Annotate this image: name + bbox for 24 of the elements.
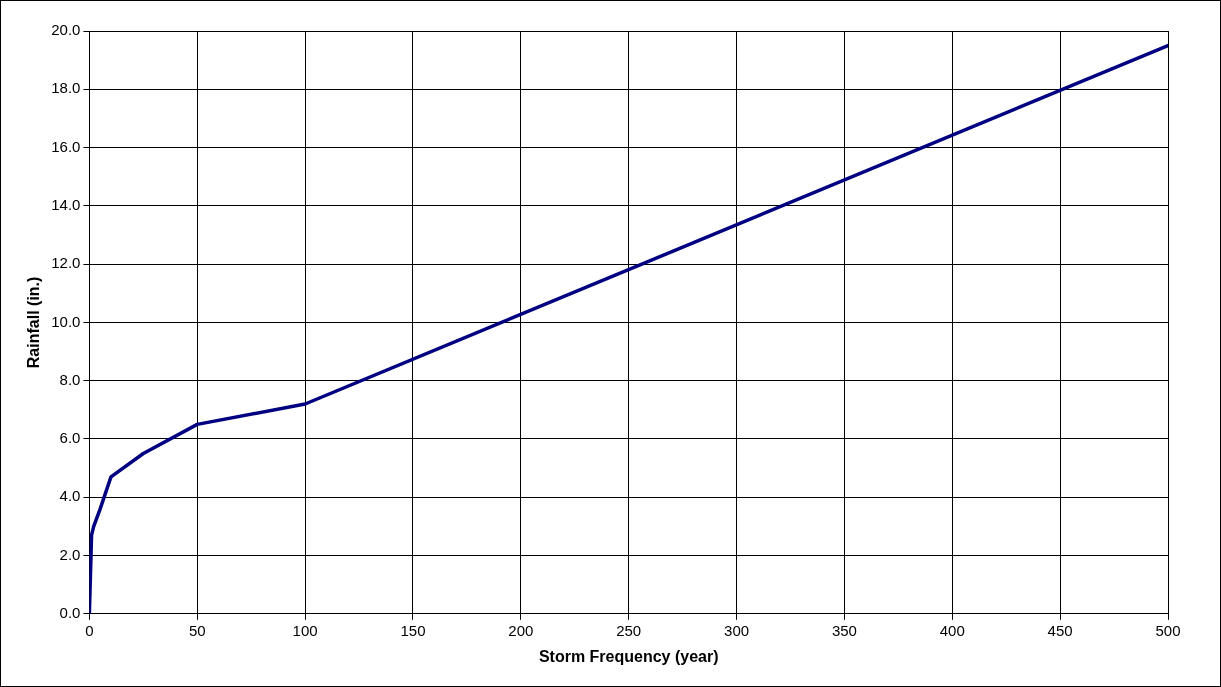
x-axis-title: Storm Frequency (year) bbox=[538, 647, 719, 665]
y-tick-label: 6.0 bbox=[59, 429, 81, 447]
x-tick-label: 400 bbox=[939, 621, 965, 639]
x-tick-label: 350 bbox=[831, 621, 857, 639]
y-tick-label: 18.0 bbox=[51, 79, 81, 97]
x-tick-label: 250 bbox=[616, 621, 642, 639]
y-tick-label: 12.0 bbox=[51, 254, 81, 272]
y-tick-label: 8.0 bbox=[59, 370, 81, 388]
x-tick-label: 150 bbox=[400, 621, 426, 639]
y-tick-label: 14.0 bbox=[51, 195, 81, 213]
x-tick-label: 500 bbox=[1155, 621, 1181, 639]
x-tick-label: 300 bbox=[724, 621, 750, 639]
x-tick-label: 100 bbox=[292, 621, 318, 639]
x-tick-label: 0 bbox=[85, 621, 94, 639]
x-tick-label: 450 bbox=[1047, 621, 1073, 639]
y-axis-title: Rainfall (in.) bbox=[25, 276, 43, 369]
x-tick-label: 200 bbox=[508, 621, 534, 639]
y-tick-label: 16.0 bbox=[51, 137, 81, 155]
y-tick-label: 10.0 bbox=[51, 312, 81, 330]
y-tick-label: 0.0 bbox=[59, 603, 81, 621]
y-tick-label: 4.0 bbox=[59, 487, 81, 505]
y-tick-label: 2.0 bbox=[59, 545, 81, 563]
y-tick-label: 20.0 bbox=[51, 21, 81, 39]
x-tick-label: 50 bbox=[188, 621, 206, 639]
